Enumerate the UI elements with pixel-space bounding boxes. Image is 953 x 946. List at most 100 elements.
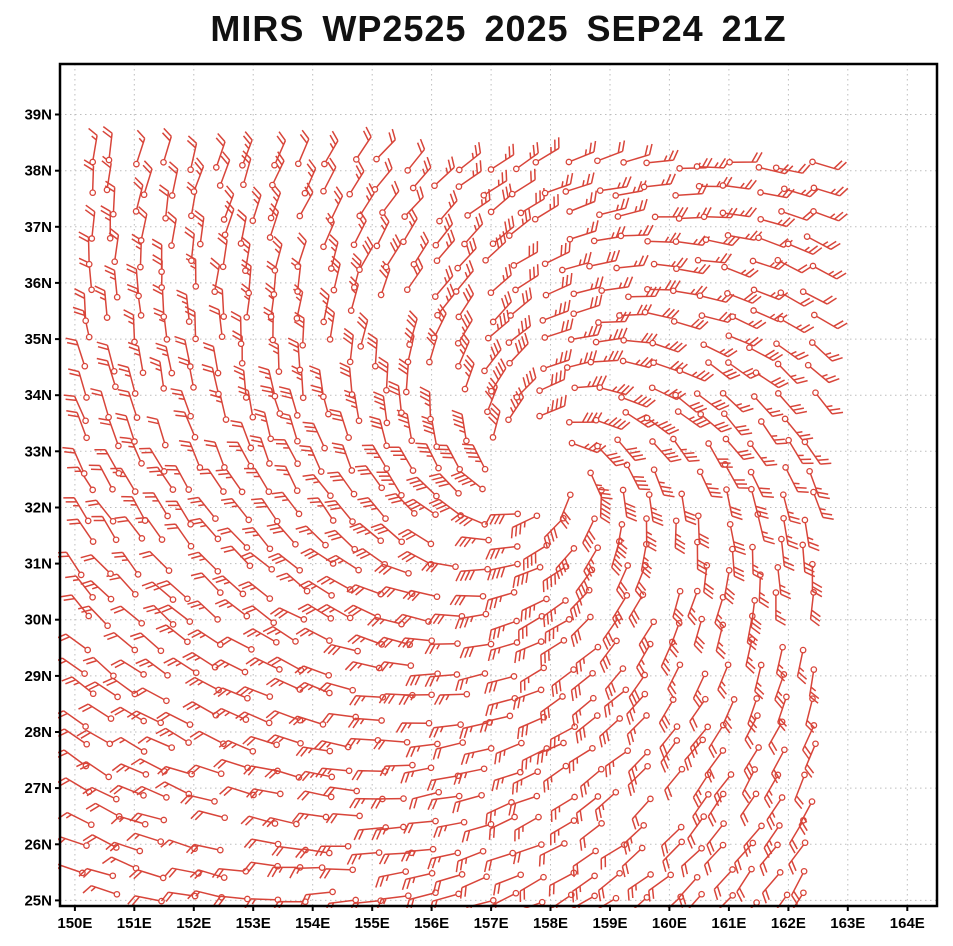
wind-barb [211,707,250,723]
wind-barb [694,538,708,576]
barb-staff [802,727,814,760]
wind-barb [319,866,357,879]
station-marker [138,535,146,542]
wind-barb [623,822,648,855]
wind-barb [571,892,598,908]
barb-staff [602,176,632,191]
barb-staff [436,265,454,295]
wind-barb [598,276,634,294]
station-marker [518,739,525,747]
station-marker [460,818,468,826]
barb-staff [178,440,200,466]
wind-barb [752,369,789,389]
barb-staff [604,670,622,700]
barb-staff [117,363,136,392]
station-marker [109,485,116,493]
barb-staff [747,700,758,733]
station-marker [431,293,439,300]
barb-staff [433,821,462,838]
wind-barb [295,525,329,549]
station-marker [479,592,487,600]
station-marker [778,208,785,215]
wind-barb [761,869,784,904]
barb-staff [782,319,815,334]
station-marker [408,437,416,445]
barb-staff [348,276,360,309]
barb-staff [579,770,600,798]
station-marker [299,394,307,402]
barb-staff [91,515,116,538]
barb-staff [182,651,214,667]
station-marker [487,166,495,173]
barb-staff [693,621,706,654]
barb-staff [273,438,297,462]
station-marker [131,338,138,346]
station-marker [403,738,411,746]
station-marker [221,814,229,822]
barb-staff [435,156,456,185]
station-marker [271,267,279,274]
barb-staff [339,362,353,392]
station-marker [111,258,119,266]
barb-staff [739,795,756,827]
station-marker [481,367,488,375]
barb-staff [731,336,763,347]
station-marker [810,311,818,319]
barb-staff [350,161,365,193]
station-marker [321,160,328,168]
wind-barb [695,176,733,190]
barb-staff [187,551,217,570]
barb-staff [746,618,758,651]
wind-barb [165,500,194,528]
barb-staff [596,226,626,242]
station-marker [428,869,436,877]
wind-barb [747,468,774,498]
wind-barb [324,305,336,343]
wind-barb [376,661,415,672]
wind-barb [435,444,464,473]
wind-barb [58,811,95,829]
wind-barb [342,327,354,366]
barb-staff [324,499,352,520]
station-marker [373,155,380,163]
barb-staff [133,176,144,209]
wind-barb [667,661,684,699]
station-marker [587,358,595,366]
barb-staff [520,599,545,622]
barb-staff [454,536,486,548]
station-marker [509,849,517,857]
barb-staff [701,176,733,188]
wind-barb [487,143,515,173]
barb-staff [662,843,681,872]
station-marker [402,868,410,875]
barb-staff [458,310,473,342]
wind-barb [454,536,492,548]
station-marker [404,892,412,900]
wind-barb [676,367,714,382]
wind-barb [768,718,786,756]
barb-staff [287,337,301,368]
wind-barb [431,156,456,190]
wind-barb [466,897,497,908]
barb-staff [809,366,840,384]
wind-barb [402,589,441,602]
station-marker [678,838,686,846]
barb-staff [176,289,190,319]
station-marker [752,369,760,377]
station-marker [640,183,648,191]
barb-staff [360,236,374,268]
station-marker [220,488,227,495]
station-marker [169,596,177,603]
station-marker [463,690,471,698]
station-marker [131,390,139,397]
wind-barb [242,735,280,749]
wind-barb [464,188,491,219]
barb-staff [344,737,376,749]
wind-barb [575,643,602,675]
x-tick-label: 156E [414,915,449,932]
barb-staff [548,273,573,295]
station-marker [568,439,576,447]
station-marker [517,871,525,879]
barb-staff [491,772,518,792]
station-marker [294,160,302,168]
